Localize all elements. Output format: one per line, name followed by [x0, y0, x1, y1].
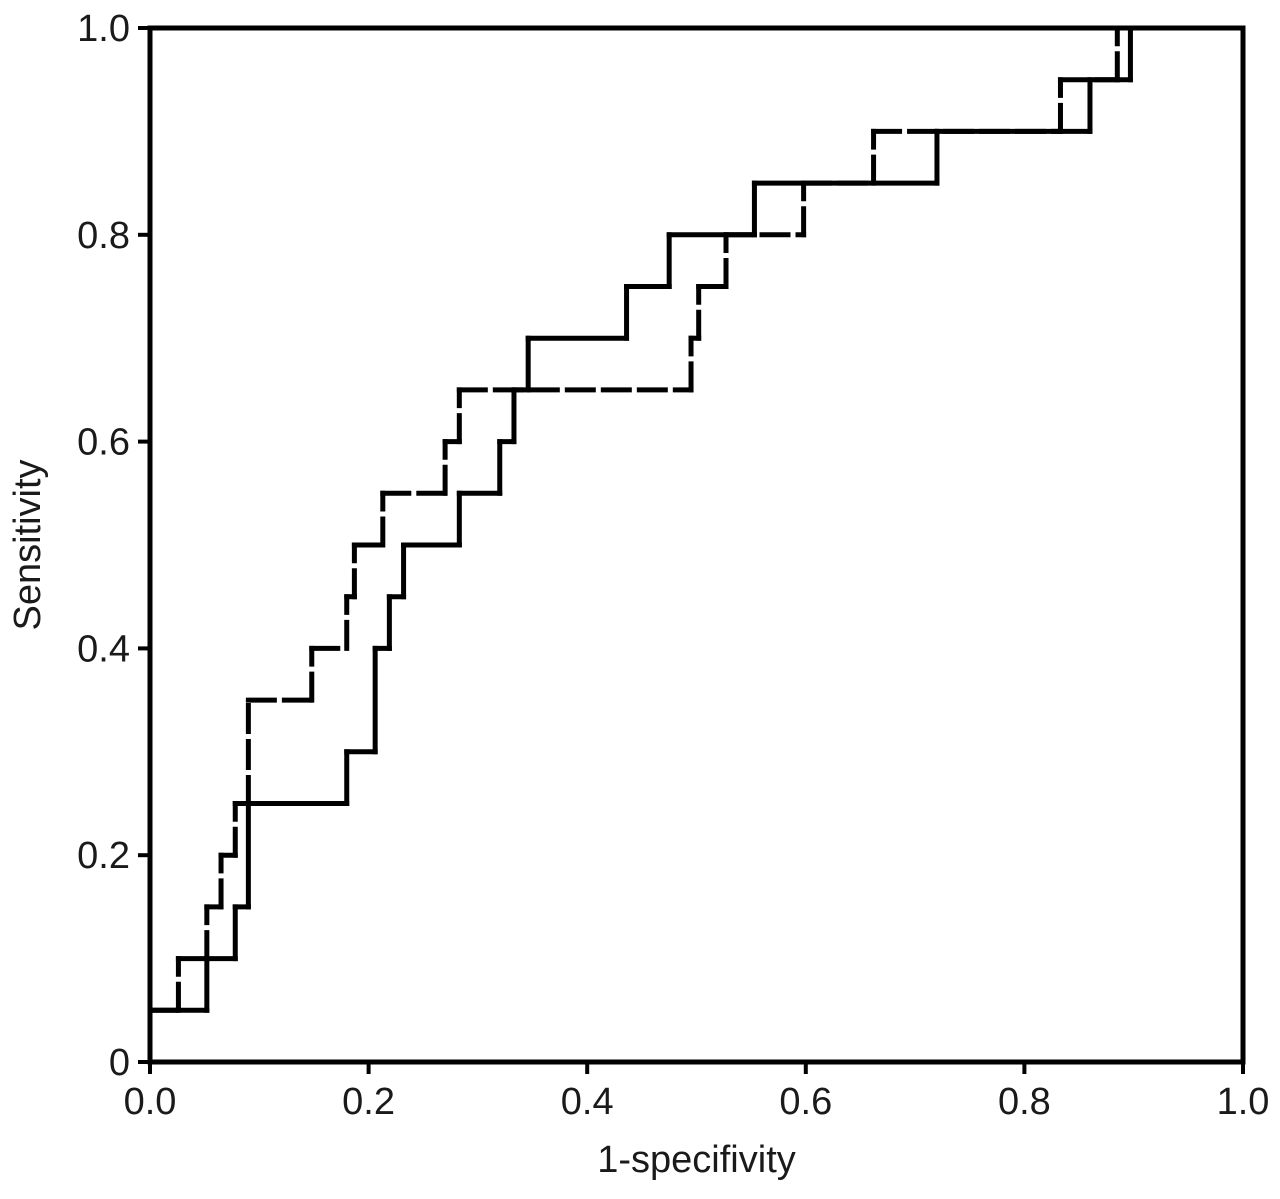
series-layer: [147, 25, 1133, 1013]
y-tick-label: 0.6: [77, 422, 130, 464]
y-tick-label: 0.4: [77, 628, 130, 670]
x-tick-label: 0.2: [342, 1081, 395, 1123]
y-axis-title: Sensitivity: [7, 459, 49, 630]
x-tick-label: 0.4: [561, 1081, 614, 1123]
y-tick-label: 0: [109, 1042, 130, 1084]
series-2-dashed: [147, 25, 1120, 1013]
plot-frame: [147, 25, 1246, 1065]
x-tick-label: 1.0: [1217, 1081, 1270, 1123]
y-tick-label: 0.8: [77, 215, 130, 257]
x-tick-label: 0.0: [124, 1081, 177, 1123]
y-tick-label: 0.2: [77, 835, 130, 877]
y-tick-label: 1.0: [77, 8, 130, 50]
x-tick-label: 0.8: [998, 1081, 1051, 1123]
x-tick-label: 0.6: [779, 1081, 832, 1123]
x-axis-title: 1-specifivity: [597, 1139, 796, 1181]
series-1-solid: [147, 25, 1133, 1013]
x-axis: 0.0 0.2 0.4 0.6 0.8 1.0: [124, 1062, 1270, 1123]
y-axis: 0 0.2 0.4 0.6 0.8 1.0: [77, 8, 150, 1084]
